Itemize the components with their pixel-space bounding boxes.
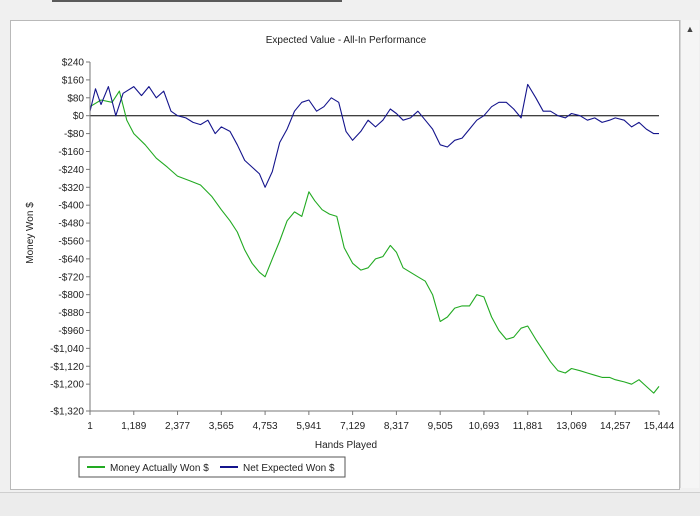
scroll-up-icon[interactable]: ▲ [685,24,695,34]
x-axis-label: Hands Played [315,440,377,451]
x-tick-label: 7,129 [340,421,365,432]
y-tick-label: -$1,040 [50,344,84,355]
y-tick-label: -$800 [58,290,84,301]
legend-box [78,456,346,478]
y-tick-label: -$320 [58,183,84,194]
y-tick-label: -$880 [58,308,84,319]
y-axis-label: Money Won $ [25,202,36,264]
x-tick-label: 1 [87,421,93,432]
legend: Money Actually Won $ Net Expected Won $ [78,456,346,478]
y-tick-label: $80 [67,93,84,104]
y-tick-label: -$720 [58,272,84,283]
x-tick-label: 5,941 [296,421,321,432]
y-tick-label: -$1,320 [50,407,84,418]
y-tick-label: -$400 [58,201,84,212]
y-tick-label: -$1,120 [50,362,84,373]
y-tick-label: -$640 [58,254,84,265]
series-line-money-actually-won [89,90,660,394]
y-tick-label: -$80 [64,129,84,140]
y-tick-label: -$1,200 [50,380,84,391]
x-tick-label: 1,189 [121,421,146,432]
x-tick-label: 10,693 [469,421,500,432]
y-tick-label: $160 [62,75,85,86]
legend-label-expected: Net Expected Won $ [243,463,335,474]
x-tick-label: 2,377 [165,421,190,432]
x-tick-label: 8,317 [384,421,409,432]
y-tick-label: $240 [62,58,85,69]
vertical-scrollbar[interactable]: ▲ [680,20,699,488]
status-strip [0,492,700,516]
legend-label-actual: Money Actually Won $ [110,463,209,474]
x-axis-ticks: 1 1,189 2,377 3,565 4,753 5,941 7,129 8,317 9,50… [87,411,675,432]
x-tick-label: 9,505 [428,421,453,432]
x-tick-label: 3,565 [209,421,234,432]
y-tick-label: $0 [73,111,85,122]
chart-title: Expected Value - All-In Performance [266,35,427,46]
x-tick-label: 13,069 [556,421,587,432]
window-top-bar [0,0,700,18]
y-tick-label: -$240 [58,165,84,176]
y-tick-label: -$960 [58,326,84,337]
x-tick-label: 4,753 [253,421,278,432]
chart-panel: Expected Value - All-In Performance $240… [10,20,680,490]
x-tick-label: 11,881 [513,421,543,432]
x-tick-label: 14,257 [600,421,631,432]
series-group [89,83,660,394]
y-axis-ticks: $240 $160 $80 $0 -$80 -$160 -$240 -$320 -$400 -$4… [50,58,90,418]
series-line-net-expected-won [89,83,659,188]
y-tick-label: -$560 [58,236,84,247]
y-tick-label: -$480 [58,219,84,230]
x-tick-label: 15,444 [644,421,675,432]
y-tick-label: -$160 [58,147,84,158]
top-divider [52,0,342,2]
chart-svg: Expected Value - All-In Performance $240… [25,35,675,478]
